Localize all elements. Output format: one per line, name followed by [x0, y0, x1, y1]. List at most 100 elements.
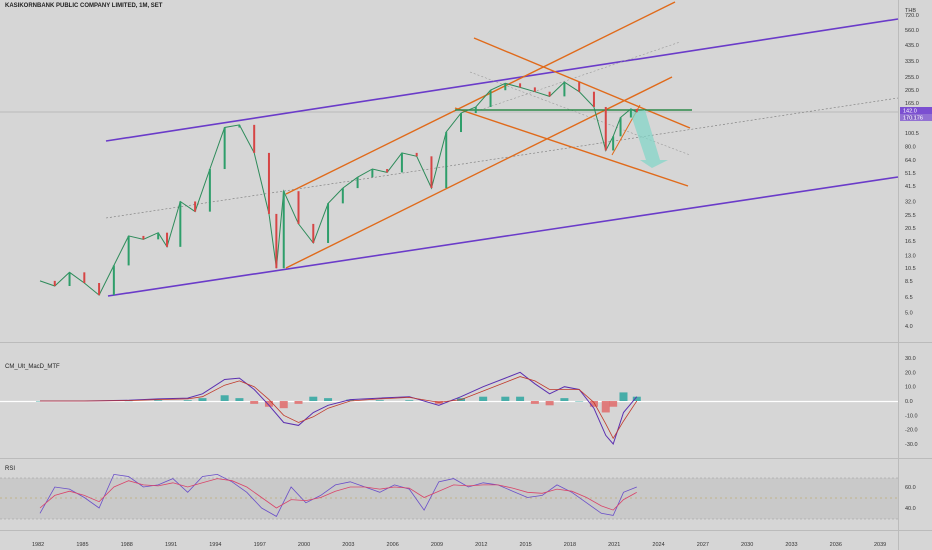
x-tick-label: 2015 — [519, 542, 531, 548]
macd-histogram-bar — [250, 401, 259, 404]
macd-histogram-bar — [279, 401, 288, 409]
macd-histogram-bar — [601, 401, 610, 413]
price-candle — [578, 82, 581, 92]
macd-histogram-bar — [346, 399, 355, 401]
rsi-tick-label: 40.0 — [905, 506, 916, 512]
macd-histogram-bar — [294, 401, 303, 404]
x-tick-label: 1985 — [76, 542, 88, 548]
price-candle — [157, 232, 160, 240]
price-tick-label: 41.5 — [905, 184, 916, 190]
price-candle — [83, 272, 86, 284]
price-candle — [635, 108, 638, 113]
price-tick-label: 4.0 — [905, 324, 913, 330]
price-candle — [592, 91, 595, 107]
projection-arrow — [630, 110, 668, 168]
price-badge-secondary-value: 170.176 — [903, 116, 923, 122]
price-tick-label: 64.0 — [905, 158, 916, 164]
macd-histogram-bar — [479, 396, 488, 401]
price-tick-label: 51.5 — [905, 171, 916, 177]
price-tick-label: 5.0 — [905, 311, 913, 317]
price-tick-label: 32.0 — [905, 199, 916, 205]
mid-dashed-line — [105, 97, 899, 219]
price-candle — [386, 169, 389, 173]
price-candle — [356, 177, 359, 189]
price-candle — [474, 106, 477, 114]
price-candle — [142, 235, 145, 240]
price-candle — [548, 91, 551, 97]
rsi-tick-label: 60.0 — [905, 485, 916, 491]
x-tick-label: 2018 — [564, 542, 576, 548]
x-tick-label: 1988 — [121, 542, 133, 548]
macd-histogram-bar — [220, 395, 229, 401]
macd-histogram-bar — [501, 396, 510, 401]
price-candle — [282, 191, 285, 269]
macd-histogram-bar — [632, 396, 641, 401]
currency-label: THB — [905, 8, 916, 14]
price-candle — [415, 152, 418, 157]
price-tick-label: 20.5 — [905, 226, 916, 232]
x-tick-label: 2009 — [431, 542, 443, 548]
macd-panel-label: CM_Ult_MacD_MTF — [5, 364, 60, 370]
macd-tick-label: -30.0 — [905, 442, 918, 448]
price-tick-label: 335.0 — [905, 59, 919, 65]
macd-histogram-bar — [375, 400, 384, 401]
price-candle — [563, 82, 566, 97]
upper-dashed-line — [479, 41, 681, 111]
macd-histogram-bar — [516, 396, 525, 401]
price-candle — [68, 272, 71, 287]
price-tick-label: 16.5 — [905, 239, 916, 245]
price-tick-label: 435.0 — [905, 43, 919, 49]
macd-histogram-bar — [154, 400, 163, 401]
macd-histogram-bar — [405, 400, 414, 401]
macd-histogram-bar — [619, 392, 628, 401]
x-tick-label: 2027 — [697, 542, 709, 548]
x-tick-label: 2039 — [874, 542, 886, 548]
price-candle — [179, 201, 182, 247]
price-candle — [619, 117, 622, 137]
price-candle — [430, 156, 433, 189]
price-candle — [504, 83, 507, 91]
price-candle — [112, 265, 115, 296]
price-candle — [194, 201, 197, 212]
macd-histogram-bar — [198, 398, 207, 401]
rsi-line — [39, 473, 637, 517]
purple-lower-trendline — [107, 176, 899, 297]
price-tick-label: 100.5 — [905, 131, 919, 137]
macd-histogram-bar — [235, 398, 244, 401]
macd-histogram-bar — [183, 400, 192, 401]
price-tick-label: 255.0 — [905, 75, 919, 81]
x-tick-label: 2006 — [387, 542, 399, 548]
macd-tick-label: 10.0 — [905, 385, 916, 391]
price-badge-value: 142.0 — [903, 109, 917, 115]
lower-dashed-line — [469, 71, 691, 156]
price-tick-label: 8.5 — [905, 279, 913, 285]
price-series-line — [39, 81, 638, 296]
macd-signal-line — [40, 376, 638, 440]
price-tick-label: 165.0 — [905, 101, 919, 107]
macd-histogram-bar — [560, 398, 569, 401]
orange-channel-upper — [285, 1, 676, 195]
price-candle — [400, 152, 403, 173]
price-candle — [208, 169, 211, 212]
price-candle — [371, 169, 374, 178]
price-tick-label: 205.0 — [905, 88, 919, 94]
x-tick-label: 2024 — [652, 542, 664, 548]
macd-histogram-bar — [324, 398, 333, 401]
price-candle — [445, 132, 448, 189]
macd-histogram-bar — [264, 401, 273, 407]
price-candle — [53, 280, 56, 287]
macd-tick-label: -20.0 — [905, 428, 918, 434]
price-candle — [275, 213, 278, 269]
macd-tick-label: 30.0 — [905, 356, 916, 362]
x-tick-label: 2021 — [608, 542, 620, 548]
price-tick-label: 6.5 — [905, 295, 913, 301]
purple-upper-trendline — [105, 18, 899, 142]
price-candle — [238, 124, 241, 128]
price-candle — [533, 87, 536, 92]
macd-histogram-bar — [530, 401, 539, 404]
price-badge — [900, 107, 932, 114]
x-tick-label: 2033 — [785, 542, 797, 548]
x-tick-label: 1991 — [165, 542, 177, 548]
x-tick-label: 1982 — [32, 542, 44, 548]
